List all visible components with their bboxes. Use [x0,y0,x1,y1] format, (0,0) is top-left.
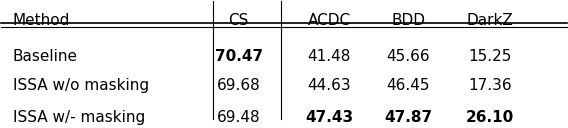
Text: 44.63: 44.63 [307,78,351,93]
Text: 41.48: 41.48 [307,49,351,64]
Text: 15.25: 15.25 [469,49,512,64]
Text: 46.45: 46.45 [387,78,430,93]
Text: ISSA w/- masking: ISSA w/- masking [12,110,145,125]
Text: 69.68: 69.68 [217,78,261,93]
Text: DarkZ: DarkZ [467,13,513,28]
Text: 26.10: 26.10 [466,110,515,125]
Text: 69.48: 69.48 [217,110,261,125]
Text: 17.36: 17.36 [469,78,512,93]
Text: 70.47: 70.47 [215,49,263,64]
Text: ACDC: ACDC [308,13,351,28]
Text: BDD: BDD [391,13,425,28]
Text: Method: Method [12,13,70,28]
Text: Baseline: Baseline [12,49,78,64]
Text: 45.66: 45.66 [387,49,430,64]
Text: 47.87: 47.87 [385,110,432,125]
Text: CS: CS [228,13,249,28]
Text: ISSA w/o masking: ISSA w/o masking [12,78,149,93]
Text: 47.43: 47.43 [305,110,353,125]
